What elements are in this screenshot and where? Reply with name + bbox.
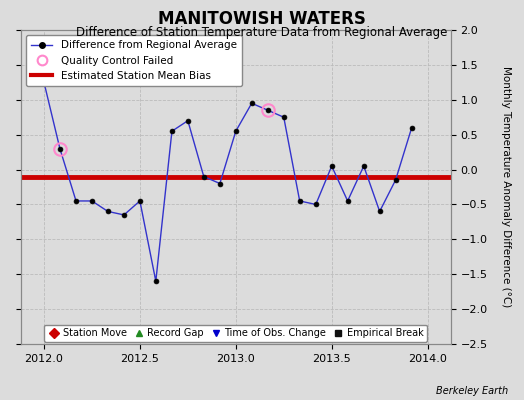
Legend: Station Move, Record Gap, Time of Obs. Change, Empirical Break: Station Move, Record Gap, Time of Obs. C… [45,324,427,342]
Text: MANITOWISH WATERS: MANITOWISH WATERS [158,10,366,28]
Text: Difference of Station Temperature Data from Regional Average: Difference of Station Temperature Data f… [77,26,447,39]
Y-axis label: Monthly Temperature Anomaly Difference (°C): Monthly Temperature Anomaly Difference (… [501,66,511,308]
Text: Berkeley Earth: Berkeley Earth [436,386,508,396]
